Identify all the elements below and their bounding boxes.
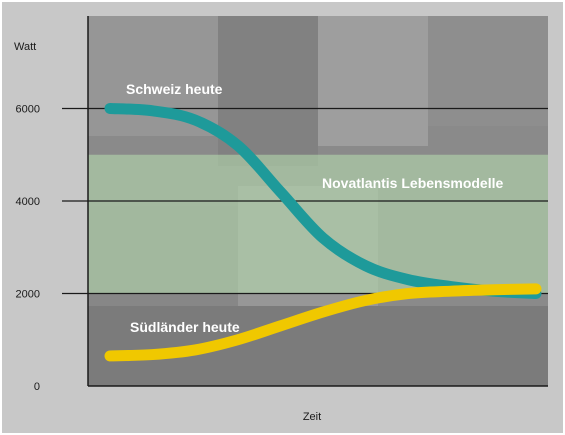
photo-tile	[88, 306, 548, 386]
series-label-suedlaender: Südländer heute	[130, 319, 240, 335]
band-label: Novatlantis Lebensmodelle	[322, 175, 503, 191]
y-tick-label: 2000	[16, 289, 40, 301]
y-tick-label: 0	[34, 381, 40, 393]
photo-tile	[428, 16, 548, 126]
y-tick-label: 6000	[16, 104, 40, 116]
axes	[87, 16, 548, 387]
y-axis-label: Watt	[14, 41, 36, 53]
photo-tile	[318, 16, 428, 146]
lifestyle-band	[88, 154, 548, 294]
series-line-suedlaender	[104, 283, 542, 362]
labels: Watt Zeit Novatlantis Lebensmodelle Schw…	[14, 41, 503, 423]
series-label-schweiz: Schweiz heute	[126, 81, 223, 97]
band-rect	[88, 154, 548, 294]
series-lines	[104, 103, 542, 362]
x-axis-label: Zeit	[303, 411, 321, 423]
y-tick-label: 4000	[16, 196, 40, 208]
